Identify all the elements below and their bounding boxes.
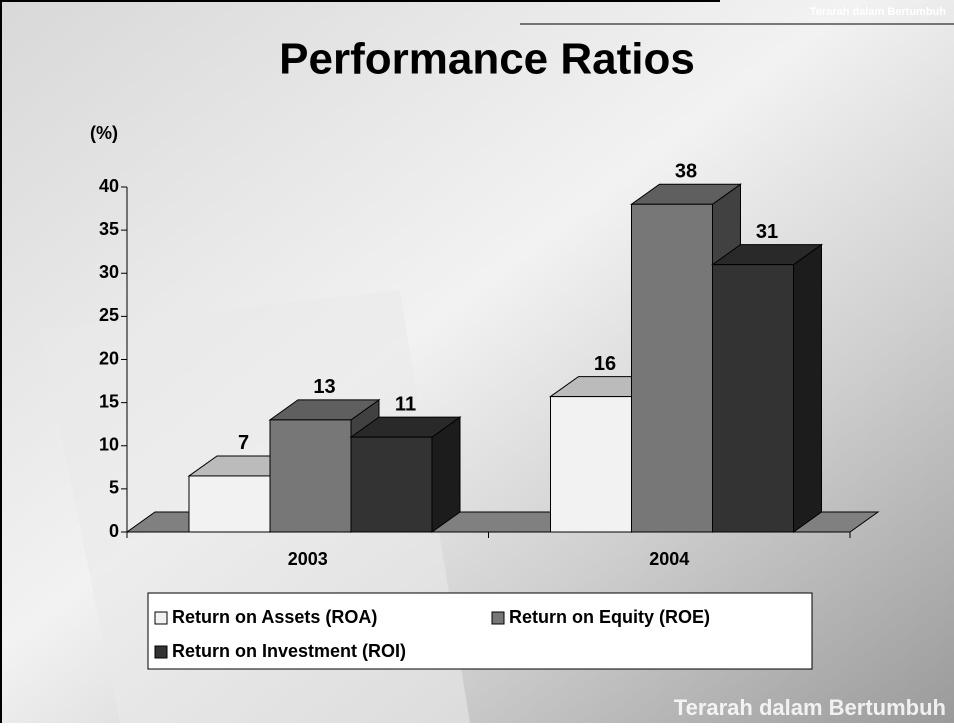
legend xyxy=(147,592,813,670)
y-tick-label: 15 xyxy=(99,391,119,411)
value-label: 38 xyxy=(675,161,697,183)
y-tick-label: 20 xyxy=(99,348,119,368)
x-tick-label: 2004 xyxy=(649,549,689,569)
bar xyxy=(550,396,632,533)
legend-swatch xyxy=(491,611,505,625)
y-tick-label: 25 xyxy=(99,305,119,325)
value-label: 16 xyxy=(594,353,616,375)
y-tick-label: 30 xyxy=(99,262,119,282)
legend-label: Return on Investment (ROI) xyxy=(172,641,406,661)
bar xyxy=(350,436,433,533)
bar xyxy=(188,475,271,533)
value-label: 7 xyxy=(238,432,249,454)
legend-swatch xyxy=(154,611,168,625)
y-axis-label: (%) xyxy=(90,123,118,143)
footer: Terarah dalam Bertumbuh xyxy=(674,695,946,720)
legend-label: Return on Assets (ROA) xyxy=(172,607,377,627)
x-tick-label: 2003 xyxy=(288,549,328,569)
tagline: Terarah dalam Bertumbuh xyxy=(810,6,946,18)
y-tick-label: 5 xyxy=(109,478,119,498)
legend-swatch xyxy=(154,645,168,659)
bar xyxy=(631,203,713,533)
y-tick-label: 35 xyxy=(99,219,119,239)
bar-side xyxy=(793,243,822,533)
y-tick-label: 40 xyxy=(99,176,119,196)
y-tick-label: 0 xyxy=(109,521,119,541)
y-tick-label: 10 xyxy=(99,435,119,455)
value-label: 11 xyxy=(395,393,416,415)
value-label: 31 xyxy=(756,221,778,243)
legend-label: Return on Equity (ROE) xyxy=(509,607,710,627)
bar xyxy=(712,264,794,533)
chart-title: Performance Ratios xyxy=(279,35,695,84)
bar xyxy=(269,419,352,533)
value-label: 13 xyxy=(313,376,335,398)
